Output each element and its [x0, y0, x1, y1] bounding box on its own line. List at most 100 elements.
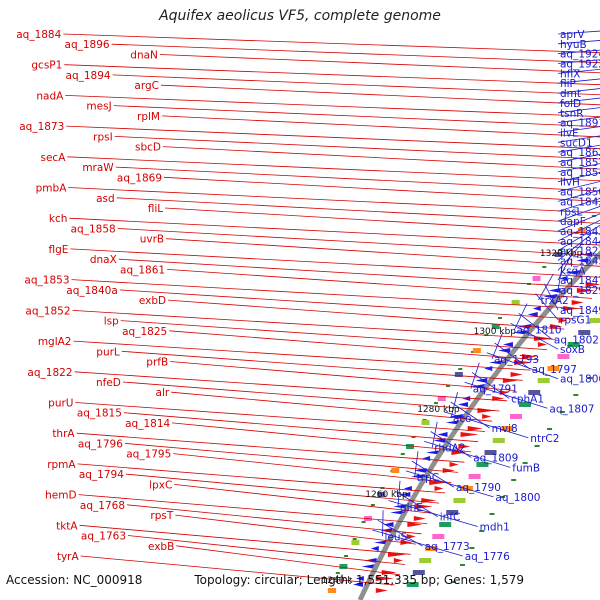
gene-label: fumB	[512, 462, 540, 474]
tick-mark	[411, 436, 416, 438]
feature-box	[537, 378, 550, 383]
leader-line	[510, 322, 559, 350]
leader-line	[167, 269, 593, 299]
leader-line	[116, 197, 600, 224]
gene-label: aq_1800	[495, 492, 540, 504]
feature-box	[446, 510, 459, 515]
forward-gene-arrow	[550, 324, 563, 329]
leader-line	[393, 490, 438, 517]
feature-box	[476, 462, 489, 467]
gene-label: aq_1861	[120, 264, 165, 276]
forward-gene-arrow	[429, 480, 448, 485]
gene-label: rpsL	[560, 206, 582, 218]
tick-mark	[445, 385, 450, 387]
forward-gene-arrow	[451, 450, 467, 455]
leader-line	[388, 500, 478, 527]
leader-line	[173, 453, 452, 483]
leader-line	[124, 443, 458, 473]
tick-mark	[498, 317, 503, 319]
leader-line	[123, 412, 479, 443]
gene-label: aq_1873	[19, 121, 64, 133]
leader-line	[71, 279, 583, 309]
reverse-gene-arrow	[594, 241, 600, 244]
gene-label: aq_1763	[81, 531, 126, 543]
gene-label: aq_1815	[77, 408, 122, 420]
tick-mark	[574, 232, 579, 234]
forward-gene-arrow	[482, 414, 492, 419]
feature-box	[578, 330, 591, 335]
forward-gene-arrow	[563, 306, 579, 311]
tick-mark	[370, 504, 375, 506]
leader-line	[557, 154, 600, 163]
map-title: Aquifex aeolicus VF5, complete genome	[159, 8, 441, 24]
gene-label: aco	[453, 413, 472, 425]
gene-label: aq_1806	[560, 374, 600, 386]
feature-box	[472, 348, 481, 353]
gene-label: ilvE	[560, 128, 579, 140]
leader-line	[114, 136, 600, 160]
gene-label: sbcD	[135, 142, 161, 154]
gene-label: thrA	[52, 428, 75, 440]
gene-label: aq_1810	[517, 325, 562, 337]
leader-line	[557, 135, 600, 143]
gene-label: aq_1793	[494, 354, 539, 366]
gene-label: aq_1849	[560, 305, 600, 317]
leader-line	[431, 421, 438, 448]
leader-line	[544, 283, 559, 310]
genome-details-text: Topology: circular; Length: 1,551,335 bp…	[194, 573, 525, 587]
feature-box	[328, 588, 337, 593]
genome-backbone	[357, 250, 600, 600]
leader-line	[64, 64, 600, 86]
gene-label: aq_1858	[71, 224, 116, 236]
leader-line	[424, 441, 511, 468]
leader-line	[161, 115, 600, 138]
gene-label: rpmA	[47, 459, 76, 471]
leader-line	[557, 107, 600, 114]
gene-label: ntrC2	[530, 433, 559, 445]
leader-line	[74, 371, 508, 402]
leader-line	[159, 54, 600, 74]
gene-label: aq_1822	[27, 367, 72, 379]
kbp-marker: 1280 kbp	[417, 405, 460, 415]
feature-box	[528, 390, 541, 395]
leader-line	[557, 234, 592, 261]
tick-mark	[511, 479, 517, 481]
leader-line	[557, 116, 600, 123]
tick-mark	[542, 266, 547, 268]
reverse-gene-arrow	[383, 522, 394, 527]
gene-label: leuS	[385, 531, 408, 543]
gene-label: lpxC	[149, 479, 172, 491]
forward-gene-arrow	[460, 432, 479, 437]
leader-line	[77, 463, 446, 494]
gene-label: nfeD	[96, 377, 121, 389]
tick-mark	[479, 530, 485, 532]
tick-mark	[434, 402, 439, 404]
leader-line	[557, 213, 600, 232]
gene-label: rhdA2	[434, 443, 465, 455]
forward-gene-arrow	[585, 282, 600, 287]
gene-label: aq_1891	[560, 118, 600, 130]
gene-label: aq_1852	[25, 305, 70, 317]
gene-label: aq_1795	[126, 449, 171, 461]
leader-line	[491, 332, 503, 360]
leader-line	[66, 125, 600, 150]
gene-label: argC	[134, 80, 159, 92]
gene-label: mdh1	[480, 522, 510, 534]
tick-mark	[500, 496, 506, 498]
gene-label: aq_1807	[549, 403, 594, 415]
tick-mark	[450, 581, 456, 583]
feature-box	[557, 354, 570, 359]
gene-label: ilvH	[560, 177, 580, 189]
feature-box	[519, 402, 532, 407]
gene-label: aq_1794	[79, 469, 124, 481]
gene-label: aq_1924	[560, 49, 600, 61]
leader-line	[557, 189, 600, 202]
reverse-gene-arrow	[582, 252, 593, 257]
gene-label: sucD1	[560, 137, 593, 149]
gene-features	[328, 228, 600, 593]
leader-line	[67, 156, 600, 182]
reverse-gene-arrow	[352, 582, 363, 587]
tick-mark	[489, 513, 495, 515]
leader-line	[557, 88, 600, 94]
